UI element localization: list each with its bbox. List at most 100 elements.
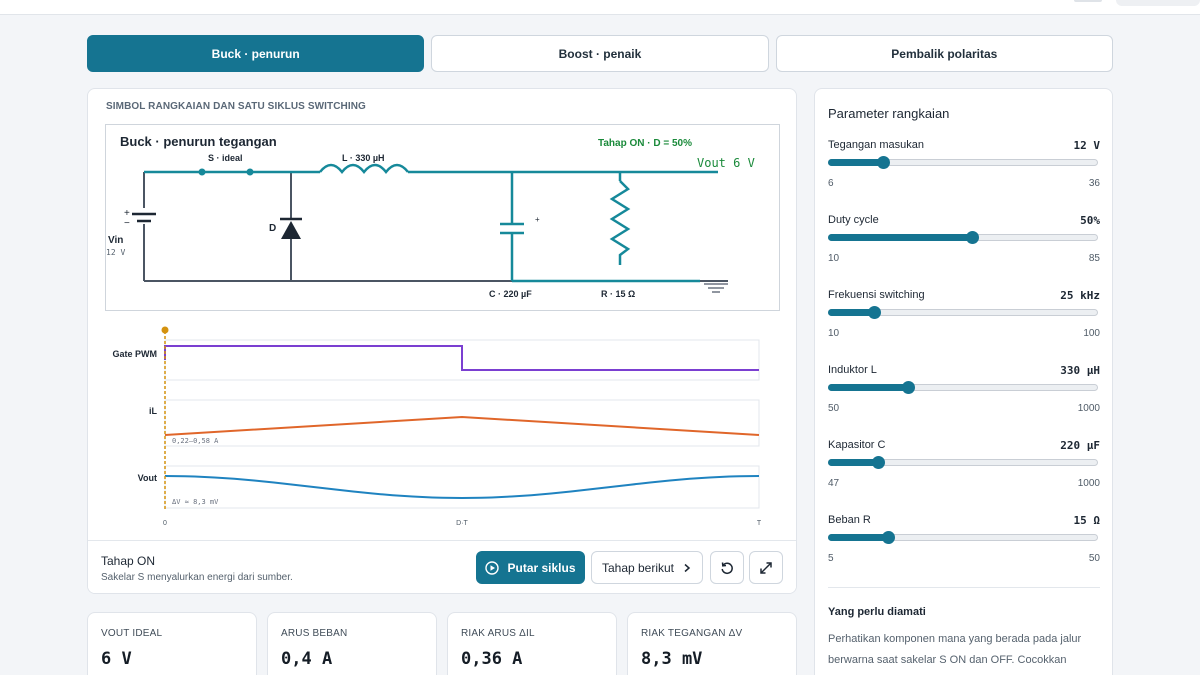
vout-label: Vout 6 V	[697, 156, 755, 170]
slider-fill	[828, 309, 874, 316]
note-title: Yang perlu diamati	[828, 606, 926, 618]
top-bar-button[interactable]	[1116, 0, 1200, 6]
reset-button[interactable]	[710, 551, 744, 584]
diode-icon	[280, 217, 302, 239]
param-min: 10	[828, 253, 840, 264]
inductor-icon	[319, 163, 409, 175]
param-min: 47	[828, 478, 840, 489]
switch-node-left	[198, 168, 206, 176]
slider-thumb[interactable]	[882, 531, 896, 544]
slider-fill	[828, 159, 882, 166]
slider-thumb[interactable]	[902, 381, 916, 394]
param-max: 100	[1083, 328, 1100, 339]
x-tick-t: T	[757, 520, 762, 527]
switching-waveforms: Gate PWM iL Vout 0,22–0,58 A ΔV ≈ 8,3 mV…	[112, 326, 762, 527]
slider-fill	[828, 459, 878, 466]
vin-label: Vin	[108, 235, 123, 246]
slider-thumb[interactable]	[867, 306, 881, 319]
param-min: 10	[828, 328, 840, 339]
load-slider[interactable]	[828, 531, 1098, 544]
tab-boost[interactable]: Boost · penaik	[431, 35, 769, 72]
vin-value: 12 V	[106, 248, 125, 257]
duty-cycle-slider[interactable]	[828, 231, 1098, 244]
param-value: 50%	[1080, 214, 1100, 227]
param-min: 6	[828, 178, 834, 189]
stat-value: 0,4 A	[281, 649, 333, 669]
param-label: Tegangan masukan	[828, 139, 925, 151]
stat-current-ripple: RIAK ARUS ΔIL 0,36 A	[447, 612, 617, 675]
slider-thumb[interactable]	[966, 231, 980, 244]
param-value: 15 Ω	[1073, 514, 1101, 527]
capacitor-slider[interactable]	[828, 456, 1098, 469]
converter-tabs: Buck · penurun Boost · penaik Pembalik p…	[87, 35, 1113, 72]
chevron-right-icon	[684, 563, 691, 572]
stat-label: VOUT IDEAL	[101, 628, 163, 639]
gate-waveform	[164, 345, 759, 371]
slider-fill	[828, 534, 888, 541]
param-input-voltage: Tegangan masukan 12 V 6 36	[828, 139, 1100, 199]
param-capacitor: Kapasitor C 220 µF 47 1000	[828, 439, 1100, 499]
frequency-slider[interactable]	[828, 306, 1098, 319]
param-value: 220 µF	[1060, 439, 1100, 452]
next-stage-button[interactable]: Tahap berikut	[591, 551, 703, 584]
gate-label: Gate PWM	[112, 349, 157, 359]
circuit-diagram: + − Vin 12 V + D	[106, 134, 755, 299]
battery-plus: +	[124, 208, 130, 219]
capacitor-label: C · 220 µF	[489, 289, 532, 299]
il-waveform	[164, 415, 760, 436]
stat-label: RIAK TEGANGAN ΔV	[641, 628, 743, 639]
stat-value: 8,3 mV	[641, 649, 703, 669]
stage-title: Tahap ON	[101, 554, 156, 568]
param-inductor: Induktor L 330 µH 50 1000	[828, 364, 1100, 424]
inductor-label: L · 330 µH	[342, 153, 385, 163]
circuit-title: Buck · penurun tegangan	[120, 134, 277, 149]
time-cursor-handle[interactable]	[161, 326, 169, 334]
slider-fill	[828, 234, 972, 241]
fullscreen-button[interactable]	[749, 551, 783, 584]
slider-fill	[828, 384, 908, 391]
inductor-slider[interactable]	[828, 381, 1098, 394]
note-text: Perhatikan komponen mana yang berada pad…	[828, 633, 1082, 666]
il-label: iL	[149, 406, 158, 416]
play-cycle-button[interactable]: Putar siklus	[476, 551, 585, 584]
divider	[828, 587, 1100, 588]
param-value: 12 V	[1073, 139, 1101, 152]
expand-icon	[760, 561, 772, 574]
param-label: Induktor L	[828, 364, 877, 376]
battery-icon	[132, 212, 156, 223]
slider-thumb[interactable]	[876, 156, 890, 169]
top-bar-control[interactable]	[1074, 0, 1102, 2]
il-range: 0,22–0,58 A	[172, 437, 219, 445]
vout-plot-frame	[164, 465, 760, 509]
input-voltage-slider[interactable]	[828, 156, 1098, 169]
param-switching-frequency: Frekuensi switching 25 kHz 10 100	[828, 289, 1100, 349]
slider-thumb[interactable]	[871, 456, 885, 469]
tab-inverting[interactable]: Pembalik polaritas	[775, 35, 1113, 72]
stat-label: RIAK ARUS ΔIL	[461, 628, 535, 639]
param-max: 50	[1088, 553, 1100, 564]
il-plot-frame	[164, 399, 760, 447]
tab-buck[interactable]: Buck · penurun	[87, 35, 425, 72]
stage-info: Tahap ON · D = 50%	[598, 138, 692, 149]
resistor-icon	[609, 180, 631, 265]
playback-controls: Tahap ON Sakelar S menyalurkan energi da…	[88, 540, 796, 593]
parameters-title: Parameter rangkaian	[828, 106, 950, 121]
resistor-label: R · 15 Ω	[601, 289, 635, 299]
param-duty-cycle: Duty cycle 50% 10 85	[828, 214, 1100, 274]
param-load-resistance: Beban R 15 Ω 5 50	[828, 514, 1100, 574]
x-tick-0: 0	[163, 520, 167, 527]
stat-vout-ideal: VOUT IDEAL 6 V	[87, 612, 257, 675]
param-value: 330 µH	[1060, 364, 1100, 377]
diode-label: D	[269, 223, 276, 234]
vout-ripple: ΔV ≈ 8,3 mV	[172, 498, 219, 506]
param-label: Duty cycle	[828, 214, 879, 226]
stat-value: 0,36 A	[461, 649, 523, 669]
switch-node-right	[246, 168, 254, 176]
param-max: 1000	[1077, 478, 1100, 489]
play-cycle-label: Putar siklus	[507, 560, 576, 575]
param-min: 5	[828, 553, 834, 564]
stage-description: Sakelar S menyalurkan energi dari sumber…	[101, 572, 293, 583]
reset-icon	[721, 561, 733, 574]
param-value: 25 kHz	[1060, 289, 1100, 302]
battery-minus: −	[124, 218, 130, 229]
